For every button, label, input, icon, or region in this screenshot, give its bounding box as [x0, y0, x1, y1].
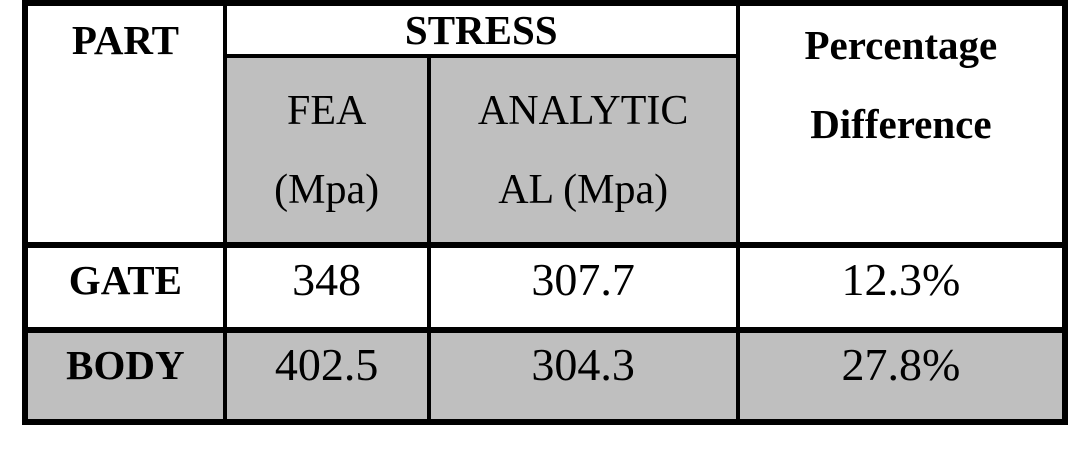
header-cell-fea: FEA (Mpa) [222, 54, 431, 247]
body-analytical-value: 304.3 [426, 327, 740, 424]
gate-percentage-value: 12.3% [735, 242, 1068, 332]
body-part-cell: BODY [23, 327, 227, 424]
gate-analytical-value: 307.7 [426, 242, 740, 332]
header-row-sub: FEA (Mpa) ANALYTIC AL (Mpa) [25, 54, 1065, 247]
header-cell-stress: STRESS [222, 1, 740, 58]
body-percentage-value: 27.8% [735, 327, 1068, 424]
percentage-difference-line1: Percentage [804, 22, 998, 68]
table-row-body: BODY 402.5 304.3 27.8% [23, 327, 1068, 424]
table-row-gate: GATE 348 307.7 12.3% [23, 242, 1068, 332]
body-fea-value: 402.5 [222, 327, 431, 424]
header-row-top: PART STRESS Percentage Difference [23, 1, 1068, 247]
fea-label-line2: (Mpa) [274, 167, 380, 213]
stress-comparison-table: PART STRESS Percentage Difference FEA (M… [22, 0, 1068, 425]
gate-fea-value: 348 [222, 242, 431, 332]
fea-label-line1: FEA [286, 88, 367, 134]
analytical-label-line2: AL (Mpa) [498, 167, 669, 213]
header-cell-percentage-difference: Percentage Difference [735, 1, 1068, 247]
percentage-difference-line2: Difference [810, 101, 992, 147]
header-cell-analytical: ANALYTIC AL (Mpa) [426, 54, 740, 247]
header-cell-part: PART [23, 1, 227, 247]
gate-part-cell: GATE [23, 242, 227, 332]
analytical-label-line1: ANALYTIC [477, 88, 689, 134]
